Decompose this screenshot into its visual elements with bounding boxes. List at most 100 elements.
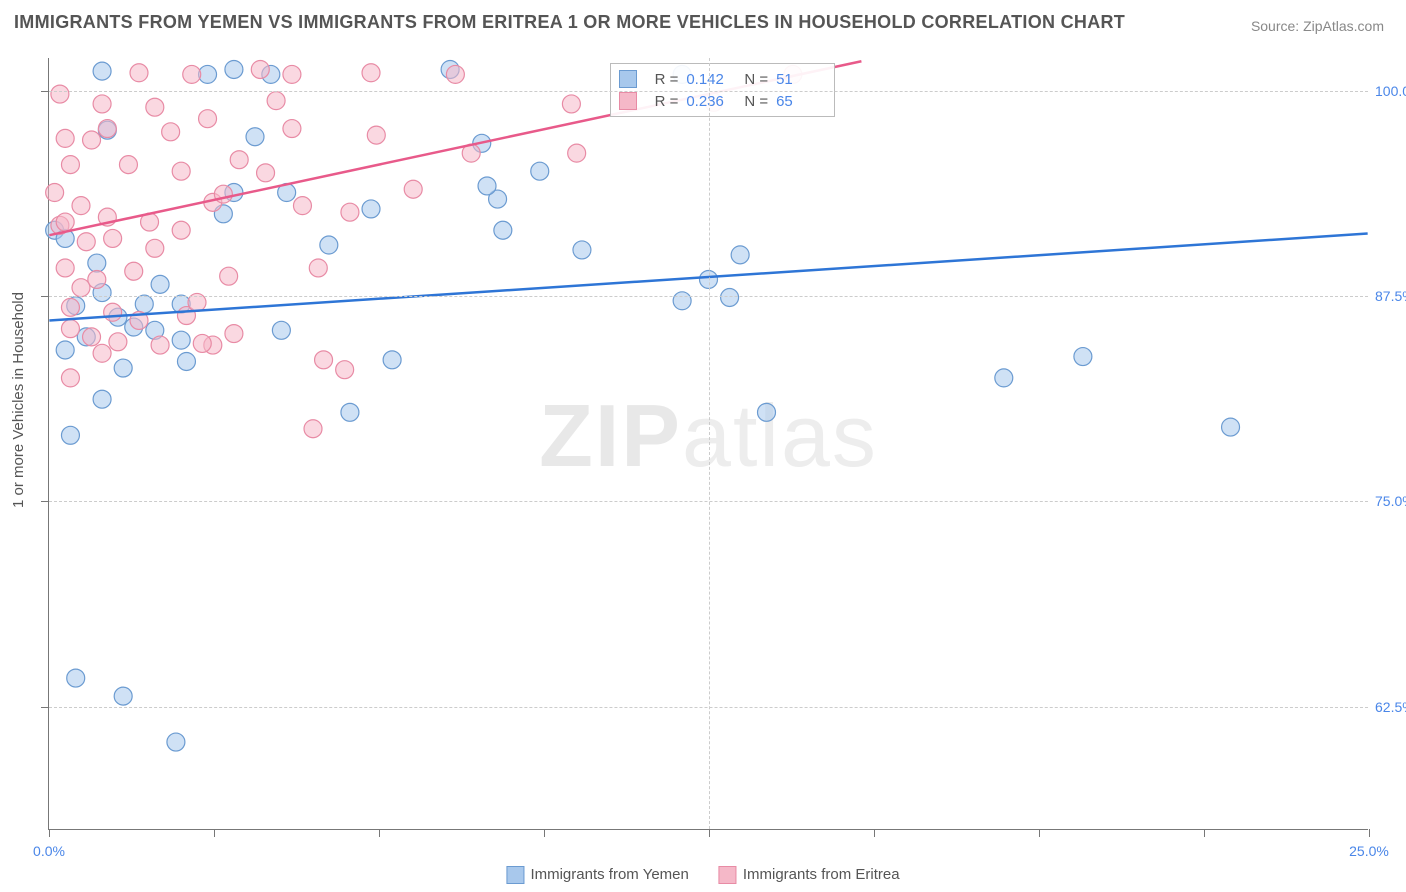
data-point-eritrea: [172, 221, 190, 239]
data-point-eritrea: [283, 65, 301, 83]
data-point-eritrea: [61, 156, 79, 174]
data-point-eritrea: [56, 129, 74, 147]
legend-item-yemen: Immigrants from Yemen: [506, 866, 688, 884]
data-point-eritrea: [225, 325, 243, 343]
data-point-yemen: [167, 733, 185, 751]
data-point-eritrea: [56, 213, 74, 231]
data-point-eritrea: [304, 420, 322, 438]
swatch-yemen: [619, 70, 637, 88]
data-point-eritrea: [315, 351, 333, 369]
data-point-eritrea: [51, 85, 69, 103]
data-point-eritrea: [230, 151, 248, 169]
data-point-eritrea: [568, 144, 586, 162]
data-point-eritrea: [220, 267, 238, 285]
plot-area: ZIPatlas R =0.142N =51R =0.236N =65 62.5…: [48, 58, 1368, 830]
data-point-eritrea: [83, 328, 101, 346]
data-point-eritrea: [367, 126, 385, 144]
data-point-eritrea: [251, 60, 269, 78]
data-point-yemen: [88, 254, 106, 272]
data-point-yemen: [61, 426, 79, 444]
data-point-yemen: [114, 687, 132, 705]
data-point-yemen: [177, 352, 195, 370]
data-point-yemen: [93, 62, 111, 80]
data-point-eritrea: [341, 203, 359, 221]
data-point-yemen: [383, 351, 401, 369]
data-point-yemen: [573, 241, 591, 259]
swatch-yemen: [506, 866, 524, 884]
data-point-eritrea: [162, 123, 180, 141]
swatch-eritrea: [619, 92, 637, 110]
data-point-eritrea: [119, 156, 137, 174]
y-tick-label: 100.0%: [1375, 83, 1406, 99]
data-point-eritrea: [130, 64, 148, 82]
data-point-eritrea: [125, 262, 143, 280]
data-point-eritrea: [72, 197, 90, 215]
y-tick-label: 75.0%: [1375, 493, 1406, 509]
data-point-eritrea: [104, 229, 122, 247]
data-point-yemen: [673, 292, 691, 310]
data-point-yemen: [758, 403, 776, 421]
source-label: Source: ZipAtlas.com: [1251, 18, 1384, 34]
data-point-eritrea: [77, 233, 95, 251]
data-point-yemen: [1074, 348, 1092, 366]
data-point-eritrea: [404, 180, 422, 198]
data-point-eritrea: [46, 184, 64, 202]
data-point-eritrea: [98, 120, 116, 138]
legend-item-eritrea: Immigrants from Eritrea: [719, 866, 900, 884]
data-point-eritrea: [61, 369, 79, 387]
legend-stat-row-eritrea: R =0.236N =65: [619, 90, 827, 112]
data-point-yemen: [362, 200, 380, 218]
data-point-eritrea: [362, 64, 380, 82]
data-point-yemen: [225, 60, 243, 78]
data-point-yemen: [478, 177, 496, 195]
x-tick-label: 0.0%: [33, 843, 65, 859]
legend-stat-row-yemen: R =0.142N =51: [619, 68, 827, 90]
data-point-eritrea: [93, 344, 111, 362]
data-point-eritrea: [93, 95, 111, 113]
legend-label-eritrea: Immigrants from Eritrea: [743, 866, 900, 883]
data-point-eritrea: [267, 92, 285, 110]
data-point-eritrea: [56, 259, 74, 277]
data-point-eritrea: [146, 239, 164, 257]
data-point-yemen: [172, 331, 190, 349]
data-point-eritrea: [193, 334, 211, 352]
data-point-eritrea: [309, 259, 327, 277]
x-tick-label: 25.0%: [1349, 843, 1389, 859]
data-point-yemen: [320, 236, 338, 254]
data-point-yemen: [721, 289, 739, 307]
data-point-yemen: [731, 246, 749, 264]
y-tick-label: 87.5%: [1375, 288, 1406, 304]
data-point-eritrea: [446, 65, 464, 83]
data-point-yemen: [135, 295, 153, 313]
data-point-eritrea: [104, 303, 122, 321]
data-point-eritrea: [283, 120, 301, 138]
data-point-yemen: [494, 221, 512, 239]
data-point-yemen: [531, 162, 549, 180]
legend-bottom: Immigrants from Yemen Immigrants from Er…: [506, 866, 899, 884]
data-point-yemen: [93, 390, 111, 408]
data-point-yemen: [272, 321, 290, 339]
data-point-eritrea: [172, 162, 190, 180]
data-point-eritrea: [109, 333, 127, 351]
data-point-yemen: [995, 369, 1013, 387]
data-point-eritrea: [72, 279, 90, 297]
data-point-eritrea: [183, 65, 201, 83]
data-point-eritrea: [562, 95, 580, 113]
data-point-yemen: [341, 403, 359, 421]
y-tick-label: 62.5%: [1375, 699, 1406, 715]
data-point-eritrea: [88, 270, 106, 288]
data-point-eritrea: [61, 298, 79, 316]
data-point-yemen: [151, 275, 169, 293]
chart-container: IMMIGRANTS FROM YEMEN VS IMMIGRANTS FROM…: [0, 0, 1406, 892]
data-point-eritrea: [199, 110, 217, 128]
y-axis-title: 1 or more Vehicles in Household: [10, 292, 27, 508]
swatch-eritrea: [719, 866, 737, 884]
data-point-eritrea: [257, 164, 275, 182]
data-point-yemen: [56, 341, 74, 359]
data-point-eritrea: [146, 98, 164, 116]
data-point-yemen: [67, 669, 85, 687]
data-point-eritrea: [151, 336, 169, 354]
data-point-yemen: [1222, 418, 1240, 436]
data-point-eritrea: [336, 361, 354, 379]
data-point-eritrea: [83, 131, 101, 149]
